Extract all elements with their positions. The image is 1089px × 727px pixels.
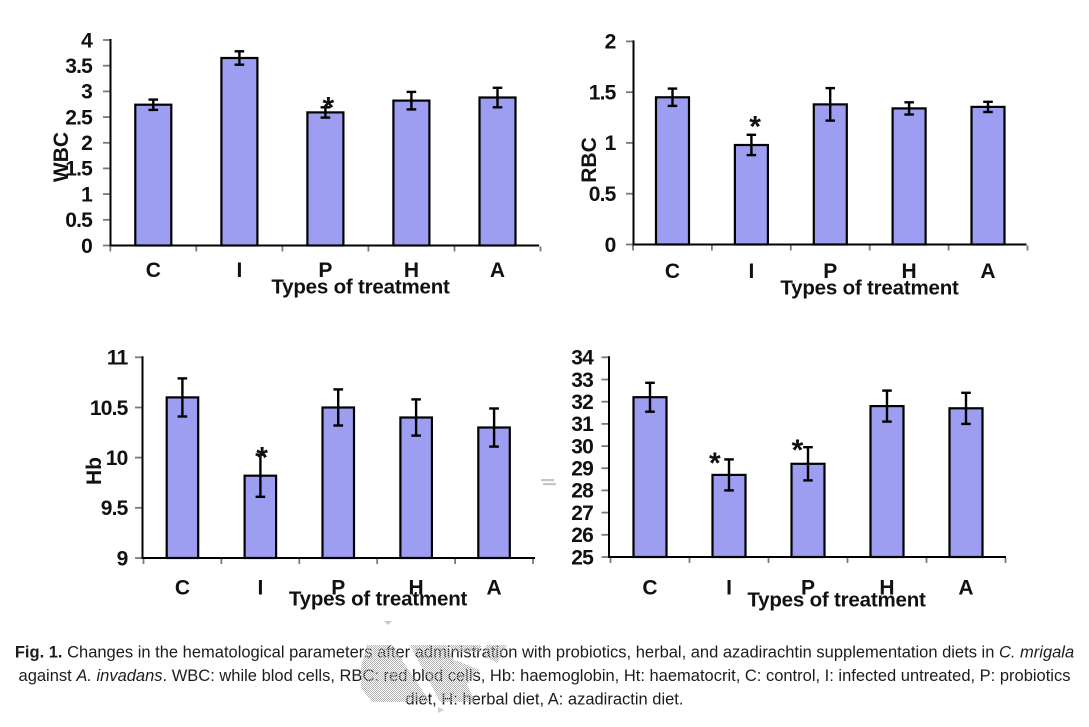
svg-text:0.5: 0.5: [65, 209, 93, 232]
svg-text:3.5: 3.5: [65, 55, 93, 78]
svg-text:Types of treatment: Types of treatment: [271, 276, 450, 299]
svg-text:Hb: Hb: [83, 457, 106, 485]
svg-text:H: H: [902, 260, 917, 283]
svg-text:32: 32: [571, 391, 593, 414]
svg-text:I: I: [748, 260, 754, 283]
svg-text:*: *: [256, 441, 268, 474]
svg-text:I: I: [236, 259, 242, 282]
svg-text:H: H: [404, 259, 419, 282]
svg-text:1: 1: [81, 183, 93, 206]
svg-text:C: C: [642, 577, 657, 600]
svg-text:P: P: [331, 577, 345, 600]
svg-text:25: 25: [571, 546, 594, 569]
svg-text:*: *: [792, 434, 804, 467]
svg-text:0: 0: [81, 235, 92, 258]
svg-text:*: *: [323, 91, 335, 124]
svg-text:Fig. 1. Changes in the hematol: Fig. 1. Changes in the hematological par…: [15, 644, 1074, 662]
svg-text:H: H: [879, 577, 894, 600]
svg-text:10.5: 10.5: [90, 397, 129, 420]
svg-text:31: 31: [571, 413, 594, 436]
svg-text:Types of treatment: Types of treatment: [289, 588, 468, 611]
svg-text:Types of treatment: Types of treatment: [780, 277, 959, 300]
svg-text:*: *: [709, 447, 721, 480]
svg-text:P: P: [801, 577, 815, 600]
svg-text:9: 9: [117, 547, 128, 570]
svg-text:34: 34: [571, 347, 594, 370]
svg-text:A: A: [487, 577, 502, 600]
svg-text:0: 0: [605, 234, 616, 257]
svg-text:2: 2: [81, 132, 92, 155]
svg-text:diet, H: herbal diet, A: azadi: diet, H: herbal diet, A: azadiractin die…: [406, 691, 684, 709]
svg-text:C: C: [175, 577, 190, 600]
svg-text:30: 30: [571, 435, 593, 458]
svg-text:0.5: 0.5: [589, 183, 617, 206]
svg-text:A: A: [490, 259, 505, 282]
svg-text:28: 28: [571, 480, 594, 503]
svg-text:C: C: [665, 260, 680, 283]
svg-text:2: 2: [605, 31, 616, 54]
svg-text:1: 1: [605, 132, 617, 155]
svg-text:Types of treatment: Types of treatment: [747, 589, 926, 612]
svg-text:*: *: [749, 110, 761, 143]
svg-text:against A. invadans. WBC: whil: against A. invadans. WBC: while blod cel…: [19, 667, 1071, 685]
svg-text:33: 33: [571, 369, 593, 392]
svg-text:3: 3: [81, 81, 92, 104]
svg-text:1.5: 1.5: [589, 82, 617, 105]
svg-text:A: A: [980, 260, 995, 283]
svg-text:C: C: [146, 259, 161, 282]
svg-text:11: 11: [107, 347, 129, 370]
svg-text:A: A: [958, 577, 973, 600]
svg-text:29: 29: [571, 458, 593, 481]
svg-text:I: I: [257, 577, 263, 600]
svg-text:4: 4: [81, 29, 93, 52]
svg-text:P: P: [318, 259, 332, 282]
svg-text:1.5: 1.5: [65, 158, 93, 181]
svg-text:H: H: [409, 577, 424, 600]
svg-text:2.5: 2.5: [65, 106, 93, 129]
svg-text:26: 26: [571, 524, 593, 547]
svg-text:I: I: [726, 577, 732, 600]
svg-text:WBC: WBC: [50, 132, 73, 182]
svg-text:P: P: [823, 260, 837, 283]
svg-text:9.5: 9.5: [101, 497, 129, 520]
svg-text:10: 10: [106, 447, 128, 470]
svg-text:27: 27: [571, 502, 593, 525]
svg-text:RBC: RBC: [578, 137, 601, 183]
